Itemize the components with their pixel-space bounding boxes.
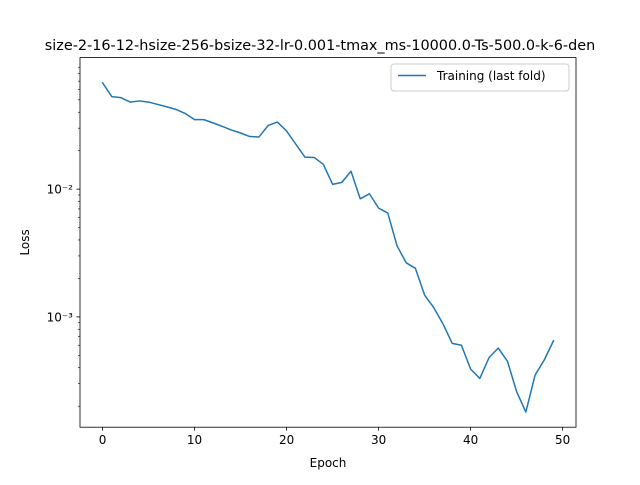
- axes-frame: [79, 57, 577, 428]
- x-axis: 0 10 20 30 40 50: [99, 427, 570, 447]
- x-tick-label: 40: [463, 433, 478, 447]
- x-axis-label: Epoch: [310, 456, 347, 470]
- x-tick-label: 50: [555, 433, 570, 447]
- y-tick-label: 10⁻²: [47, 183, 74, 197]
- legend-label-training: Training (last fold): [436, 69, 546, 83]
- plot-area: [101, 81, 555, 413]
- x-tick-label: 0: [99, 433, 107, 447]
- y-axis-label: Loss: [18, 229, 32, 255]
- x-tick-label: 20: [279, 433, 294, 447]
- y-axis: 10⁻³ 10⁻²: [47, 66, 80, 407]
- x-tick-label: 10: [187, 433, 202, 447]
- legend-box: [390, 63, 570, 92]
- legend: Training (last fold): [390, 63, 570, 92]
- x-tick-label: 30: [371, 433, 386, 447]
- series-line-training: [101, 81, 555, 413]
- chart-title: size-2-16-12-hsize-256-bsize-32-lr-0.001…: [45, 38, 595, 54]
- y-tick-label: 10⁻³: [47, 310, 74, 324]
